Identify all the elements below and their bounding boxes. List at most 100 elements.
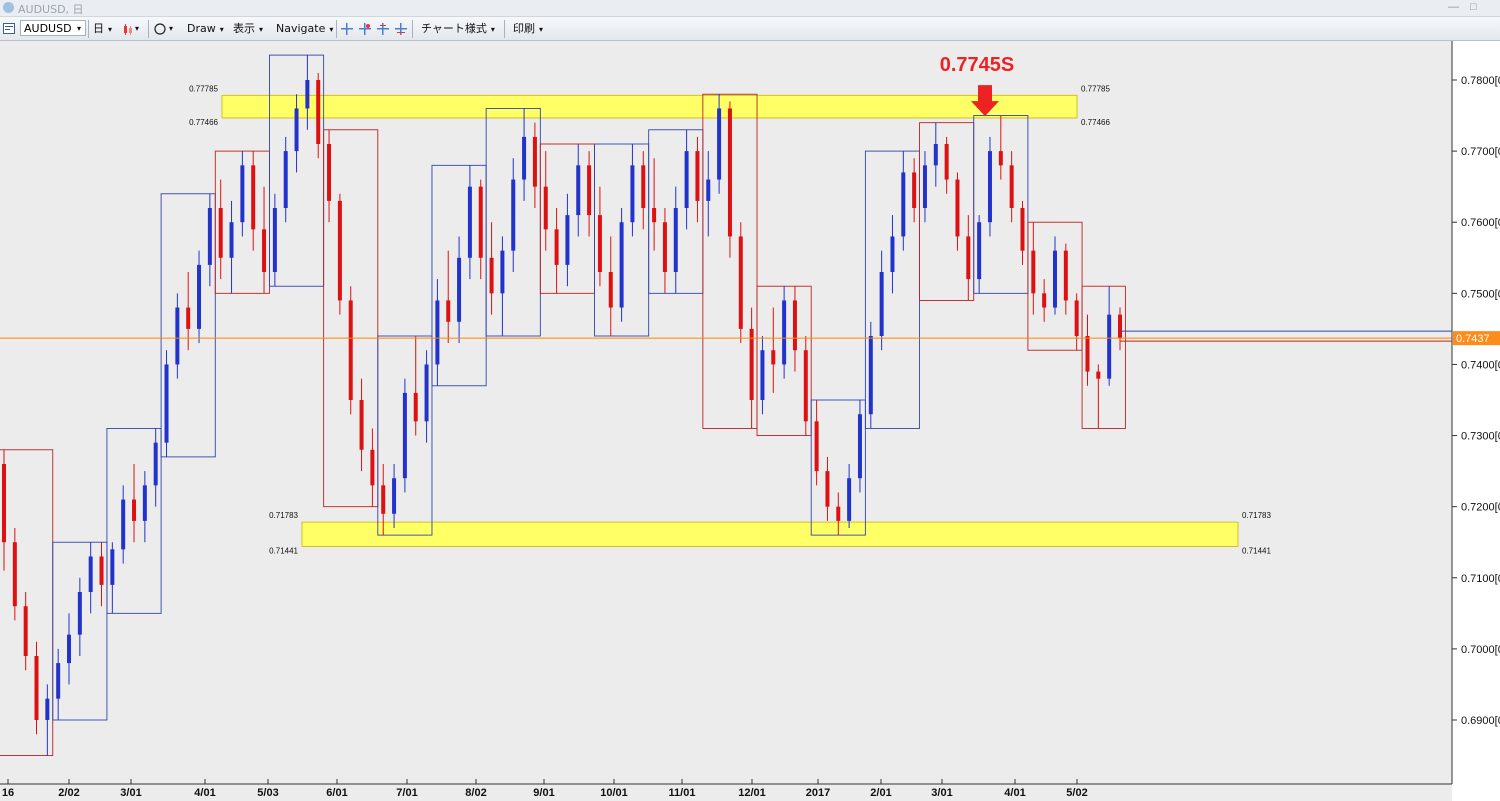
candle-body[interactable] (814, 421, 819, 472)
candle-body[interactable] (294, 108, 299, 152)
view-menu[interactable]: 表示 ▾ (233, 21, 263, 37)
candle-body[interactable] (1085, 336, 1090, 372)
candle-body[interactable] (727, 108, 732, 237)
symbol-dropdown-icon[interactable]: ▾ (77, 24, 82, 33)
candle-body[interactable] (879, 272, 884, 336)
crosshair-icon[interactable] (341, 23, 353, 35)
candle-body[interactable] (435, 300, 440, 365)
candle-body[interactable] (272, 208, 277, 272)
candle-body[interactable] (825, 471, 830, 507)
candle-body[interactable] (45, 698, 50, 720)
candle-body[interactable] (673, 208, 678, 272)
candle-body[interactable] (619, 222, 624, 308)
candle-body[interactable] (251, 165, 256, 230)
candle-body[interactable] (348, 300, 353, 400)
candle-body[interactable] (110, 549, 115, 585)
candle-body[interactable] (1074, 300, 1079, 336)
candle-body[interactable] (847, 478, 852, 521)
candle-body[interactable] (922, 165, 927, 208)
candle-body[interactable] (587, 165, 592, 216)
candle-body[interactable] (1031, 250, 1036, 294)
candle-body[interactable] (565, 215, 570, 265)
fit-icon[interactable] (395, 23, 407, 35)
zone-resistance[interactable] (221, 94, 1078, 119)
candle-body[interactable] (695, 151, 700, 201)
circle-icon[interactable] (154, 23, 166, 35)
candle-body[interactable] (1096, 371, 1101, 379)
candle-body[interactable] (901, 172, 906, 237)
candle-body[interactable] (1107, 314, 1112, 379)
candle-body[interactable] (2, 464, 6, 543)
candle-body[interactable] (402, 392, 407, 479)
circle-dropdown-icon[interactable]: ▾ (169, 24, 174, 33)
candle-body[interactable] (792, 300, 797, 351)
print-menu[interactable]: 印刷 ▾ (513, 21, 543, 37)
candle-body[interactable] (1052, 250, 1057, 308)
candle-body[interactable] (424, 364, 429, 422)
candle-body[interactable] (522, 136, 527, 180)
candle-body[interactable] (229, 222, 234, 258)
candle-body[interactable] (1020, 208, 1025, 251)
candle-body[interactable] (955, 179, 960, 237)
candle-body[interactable] (153, 442, 158, 486)
candle-body[interactable] (608, 272, 613, 308)
candle-body[interactable] (207, 208, 212, 265)
candle-body[interactable] (12, 542, 17, 607)
candle-body[interactable] (56, 663, 61, 699)
candle-body[interactable] (316, 80, 321, 144)
candle-body[interactable] (912, 172, 917, 208)
candle-body[interactable] (99, 556, 104, 585)
candle-body[interactable] (34, 656, 39, 720)
candle-body[interactable] (67, 634, 72, 664)
candle-body[interactable] (1063, 250, 1068, 301)
candle-body[interactable] (717, 108, 722, 180)
candle-body[interactable] (283, 151, 288, 208)
candle-body[interactable] (760, 350, 765, 400)
candle-body[interactable] (684, 151, 689, 208)
chart-style-menu[interactable]: チャート様式 ▾ (421, 21, 495, 37)
candle-body[interactable] (597, 215, 602, 272)
candle-body[interactable] (240, 165, 245, 223)
candle-body[interactable] (749, 328, 754, 400)
candle-body[interactable] (771, 350, 776, 365)
candle-body[interactable] (738, 236, 743, 329)
candle-body[interactable] (218, 208, 223, 258)
candle-body[interactable] (803, 350, 808, 422)
symbol-input[interactable]: AUDUSD (20, 20, 86, 36)
candle-body[interactable] (554, 229, 559, 265)
candle-body[interactable] (381, 485, 386, 514)
candle-body[interactable] (977, 222, 982, 280)
candle-body[interactable] (446, 300, 451, 322)
candle-body[interactable] (77, 592, 82, 635)
candle-body[interactable] (132, 499, 137, 521)
candle-body[interactable] (121, 499, 126, 550)
candle-body[interactable] (630, 165, 635, 223)
candle-body[interactable] (966, 236, 971, 280)
candle-dropdown-icon[interactable]: ▾ (135, 24, 140, 33)
candle-body[interactable] (511, 179, 516, 251)
candle-body[interactable] (836, 506, 841, 521)
zoom-out-icon[interactable] (377, 23, 389, 35)
candle-body[interactable] (543, 186, 548, 230)
candle-body[interactable] (933, 144, 938, 166)
candle-body[interactable] (197, 264, 202, 329)
candle-body[interactable] (305, 80, 310, 109)
zoom-in-icon[interactable] (359, 23, 371, 35)
candle-body[interactable] (576, 165, 581, 216)
timeframe-button[interactable]: 日 ▾ (93, 21, 112, 37)
candle-body[interactable] (175, 307, 180, 365)
candle-body[interactable] (392, 478, 397, 514)
candle-body[interactable] (142, 485, 147, 521)
candle-body[interactable] (1009, 165, 1014, 208)
candle-body[interactable] (370, 449, 375, 486)
candle-body[interactable] (868, 336, 873, 415)
plot-area[interactable] (0, 41, 1452, 801)
candle-body[interactable] (478, 186, 483, 258)
candle-body[interactable] (706, 179, 711, 201)
candle-body[interactable] (413, 392, 418, 422)
candle-body[interactable] (23, 606, 28, 656)
candle-body[interactable] (327, 144, 332, 201)
candle-body[interactable] (88, 556, 93, 592)
candle-body[interactable] (944, 144, 949, 180)
minimize-button[interactable]: — (1448, 1, 1459, 13)
